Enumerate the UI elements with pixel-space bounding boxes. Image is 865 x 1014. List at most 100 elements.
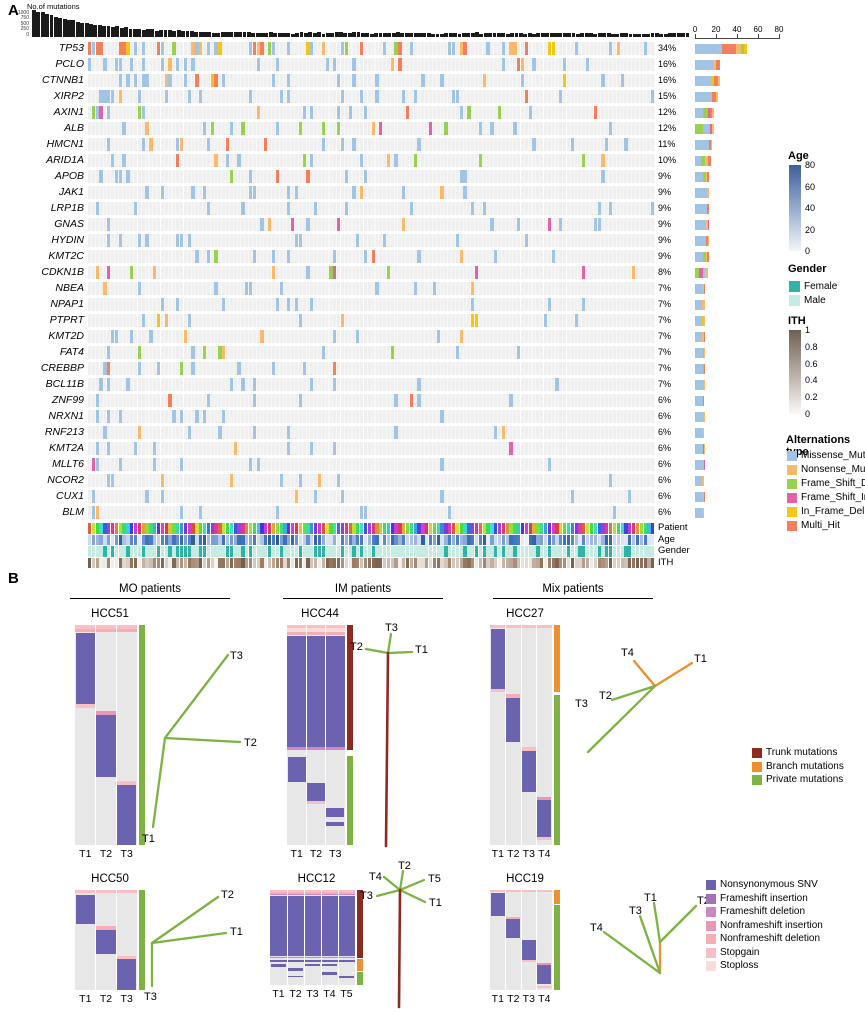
gene-freq-bar-segment — [703, 427, 705, 438]
oncoprint-cell — [252, 42, 256, 55]
annotation-cell — [153, 523, 157, 534]
annotation-cell — [183, 523, 188, 534]
sample-label: T4 — [323, 988, 336, 1000]
gene-freq-bar-segment — [695, 427, 704, 438]
annotation-cell — [271, 534, 276, 545]
oncoprint-cell — [183, 330, 188, 343]
gene-label: KMT2D — [48, 330, 84, 342]
annotation-cell — [183, 546, 188, 557]
annotation-cell — [455, 557, 460, 568]
oncoprint-cell — [245, 282, 249, 295]
mutation-count-bar — [347, 32, 352, 37]
annotation-cell — [210, 557, 214, 568]
annotation-cell — [605, 546, 609, 557]
sidebar-segment — [554, 625, 560, 693]
gene-row — [88, 138, 655, 151]
annotation-cell — [225, 534, 230, 545]
mutation-count-bar — [606, 33, 611, 37]
annotation-cell — [137, 557, 142, 568]
mutation-count-bar — [321, 33, 326, 37]
annotation-cell — [459, 534, 463, 545]
annotation-cell — [586, 546, 590, 557]
oncoprint-cell — [471, 202, 475, 215]
annotation-cell — [497, 557, 502, 568]
mutation-pct: 8% — [658, 267, 672, 277]
annotation-cell — [570, 523, 574, 534]
oncoprint-cell — [306, 42, 310, 55]
mutation-count-bar — [325, 33, 330, 37]
annotation-cell — [386, 546, 391, 557]
annotation-cell — [298, 557, 302, 568]
oncoprint-cell — [168, 394, 172, 407]
annotation-cell — [432, 546, 437, 557]
mutation-count-bar — [141, 29, 146, 37]
oncoprint-cell — [287, 90, 291, 103]
annotation-cell — [532, 523, 536, 534]
oncoprint-cell — [455, 346, 460, 359]
mutation-pct: 6% — [658, 459, 672, 469]
gene-row — [88, 474, 655, 487]
gene-freq-bar-segment — [695, 459, 704, 470]
oncoprint-cell — [287, 442, 291, 455]
tree-node-label: T1 — [694, 653, 707, 665]
mutation-pct: 6% — [658, 411, 672, 421]
gene-label: ALB — [64, 122, 84, 134]
gene-freq-bar-segment — [710, 107, 712, 118]
patient-title: HCC12 — [297, 873, 336, 885]
oncoprint-cell — [271, 42, 276, 55]
annotation-cell — [222, 534, 226, 545]
oncoprint-cell — [440, 410, 444, 423]
oncoprint-cell — [275, 122, 279, 135]
annotation-cell — [279, 534, 283, 545]
annotation-cell — [160, 557, 165, 568]
annotation-cell — [409, 546, 414, 557]
tree-node-label: T3 — [144, 991, 157, 1003]
annotation-cell — [440, 534, 444, 545]
oncoprint-cell — [275, 170, 279, 183]
oncoprint-cell — [222, 298, 226, 311]
oncoprint-cell — [210, 122, 214, 135]
annotation-cell — [176, 546, 180, 557]
oncoprint-cell — [302, 362, 306, 375]
annotation-cell — [156, 523, 161, 534]
heatmap-band — [270, 890, 355, 892]
heatmap-block — [116, 781, 137, 785]
alteration-legend-label: Missense_Mutation — [801, 450, 865, 461]
annotation-cell — [532, 546, 536, 557]
annotation-cell — [340, 557, 345, 568]
mutation-count-bar — [89, 23, 93, 37]
annotation-cell — [145, 546, 149, 557]
oncoprint-cell — [110, 154, 115, 167]
annotation-cell — [118, 523, 122, 534]
annotation-cell — [126, 546, 130, 557]
annotation-cell — [455, 546, 460, 557]
annotation-cell — [137, 534, 142, 545]
mutation-count-bar — [53, 16, 58, 37]
gene-row — [88, 490, 655, 503]
annotation-cell — [264, 534, 268, 545]
annotation-cell — [337, 557, 341, 568]
tree-branch — [364, 647, 390, 655]
gene-label: TP53 — [58, 42, 84, 54]
clonality-sidebar — [554, 890, 560, 990]
annotation-cell — [563, 557, 567, 568]
gene-freq-bar-segment — [707, 203, 709, 214]
annotation-cell — [605, 557, 609, 568]
annotation-cell — [279, 546, 283, 557]
gene-row — [88, 90, 655, 103]
oncoprint-cell — [122, 154, 126, 167]
oncoprint-cell — [382, 234, 387, 247]
column-divider — [505, 625, 506, 845]
sample-label: T1 — [290, 848, 303, 860]
annotation-cell — [237, 546, 241, 557]
annotation-cell — [110, 546, 115, 557]
annotation-cell — [133, 523, 138, 534]
oncoprint-cell — [459, 170, 463, 183]
gene-freq-bar-segment — [704, 363, 706, 374]
oncoprint-cell — [137, 282, 142, 295]
oncoprint-cell — [179, 234, 184, 247]
gene-row — [88, 458, 655, 471]
annotation-cell — [471, 546, 475, 557]
annotation-cell — [137, 546, 142, 557]
oncoprint-cell — [494, 426, 498, 439]
